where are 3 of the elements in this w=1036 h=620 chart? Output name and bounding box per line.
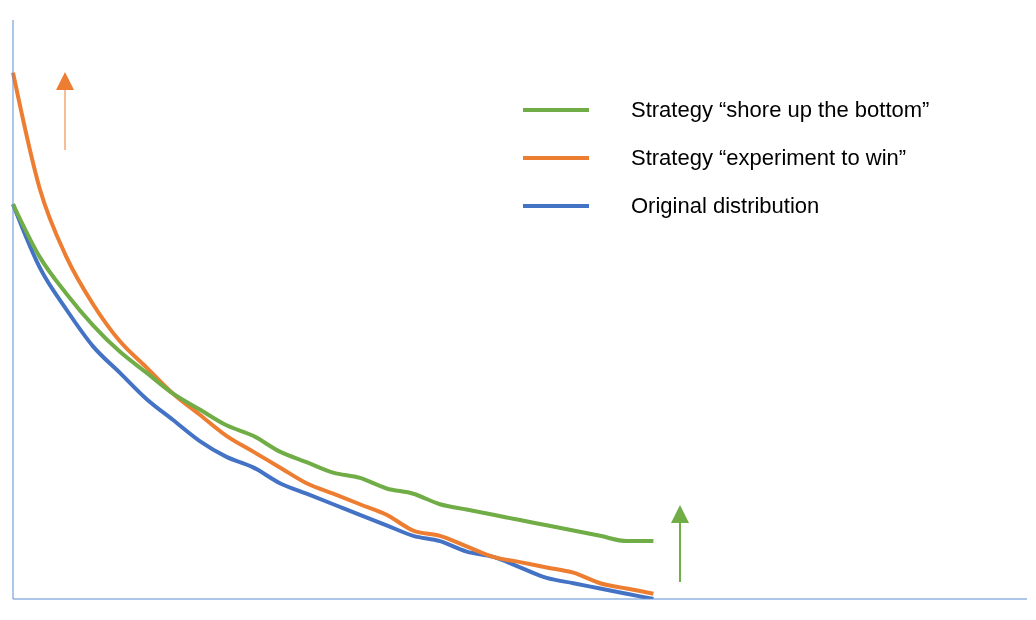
- legend-label: Strategy “experiment to win”: [631, 145, 907, 171]
- legend-label: Original distribution: [631, 193, 820, 219]
- legend-label: Strategy “shore up the bottom”: [631, 97, 930, 123]
